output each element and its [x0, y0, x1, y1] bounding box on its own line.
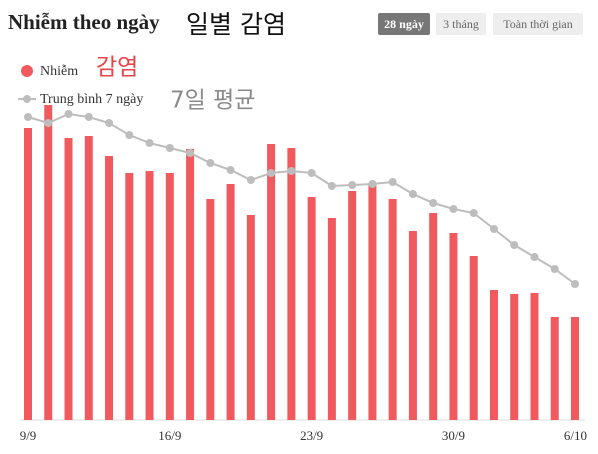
- average-point: [469, 209, 478, 217]
- bar: [44, 105, 53, 420]
- bar: [510, 294, 519, 420]
- average-point: [327, 182, 336, 190]
- average-point: [429, 199, 438, 207]
- average-point: [449, 205, 458, 213]
- legend: Nhiễm 감염 Trung bình 7 ngày 7일 평균: [18, 55, 255, 114]
- bar: [408, 231, 417, 420]
- button-bg: [378, 13, 430, 35]
- average-point: [105, 119, 114, 127]
- button-label: 3 tháng: [443, 17, 479, 31]
- average-point: [24, 113, 32, 121]
- bar: [530, 293, 539, 420]
- average-point: [388, 178, 397, 186]
- average-point: [267, 169, 276, 177]
- legend-marker: [21, 65, 33, 77]
- bar: [186, 149, 195, 420]
- bar: [105, 156, 114, 420]
- average-point: [226, 166, 235, 174]
- average-point: [550, 265, 559, 273]
- x-tick-label: 30/9: [442, 428, 465, 443]
- average-point: [186, 149, 195, 157]
- average-point: [165, 144, 174, 152]
- bar: [226, 184, 235, 420]
- bar: [327, 218, 336, 420]
- button-label: 28 ngày: [384, 17, 424, 31]
- bar: [388, 199, 397, 420]
- bar: [307, 197, 316, 420]
- average-line: [27, 112, 576, 285]
- button-bg: [436, 13, 486, 35]
- bar: [125, 173, 134, 420]
- bar: [24, 128, 32, 420]
- bar: [165, 173, 174, 420]
- average-point: [348, 181, 357, 189]
- average-point: [368, 180, 377, 188]
- filter-button[interactable]: 3 tháng: [436, 13, 486, 35]
- x-tick-label: 16/9: [158, 428, 181, 443]
- bar: [145, 171, 154, 420]
- bar: [550, 317, 559, 420]
- bar: [267, 144, 276, 420]
- legend-annotation: 감염: [96, 55, 138, 81]
- button-label: Toàn thời gian: [503, 17, 573, 31]
- plot-area: 9/9 16/9 23/9 30/9 6/10: [20, 105, 587, 443]
- bar: [469, 256, 478, 420]
- legend-annotation: 7일 평균: [170, 88, 255, 114]
- average-point: [530, 253, 539, 261]
- button-bg: [493, 13, 583, 35]
- average-point: [510, 241, 519, 249]
- bar: [348, 191, 357, 420]
- filter-button[interactable]: Toàn thời gian: [493, 13, 583, 35]
- average-point: [125, 131, 134, 139]
- average-point: [145, 139, 154, 147]
- bar: [246, 215, 255, 420]
- x-tick-label: 23/9: [300, 428, 323, 443]
- bar: [429, 213, 438, 420]
- average-point: [84, 113, 93, 121]
- average-point: [307, 169, 316, 177]
- bar: [206, 199, 215, 420]
- bar: [449, 233, 458, 420]
- bar: [368, 184, 377, 420]
- bar: [571, 317, 579, 420]
- average-point: [64, 110, 73, 118]
- x-tick-label: 9/9: [20, 428, 37, 443]
- average-point: [571, 280, 579, 288]
- bar: [489, 290, 498, 420]
- legend-label: Trung bình 7 ngày: [40, 92, 143, 107]
- x-tick-label: 6/10: [564, 428, 587, 443]
- average-point: [44, 119, 53, 127]
- legend-label: Nhiễm: [40, 64, 78, 79]
- average-point: [489, 225, 498, 233]
- average-point: [408, 190, 417, 198]
- bar: [287, 148, 296, 420]
- title-annotation: 일별 감염: [186, 10, 286, 39]
- average-point: [246, 176, 255, 184]
- bar: [64, 138, 73, 420]
- legend-marker: [23, 95, 31, 103]
- bar: [84, 136, 93, 420]
- button-group: 28 ngày 3 tháng Toàn thời gian: [378, 13, 583, 35]
- chart-title: Nhiễm theo ngày: [8, 10, 160, 34]
- average-point: [206, 159, 215, 167]
- average-point: [287, 167, 296, 175]
- filter-button[interactable]: 28 ngày: [378, 13, 430, 35]
